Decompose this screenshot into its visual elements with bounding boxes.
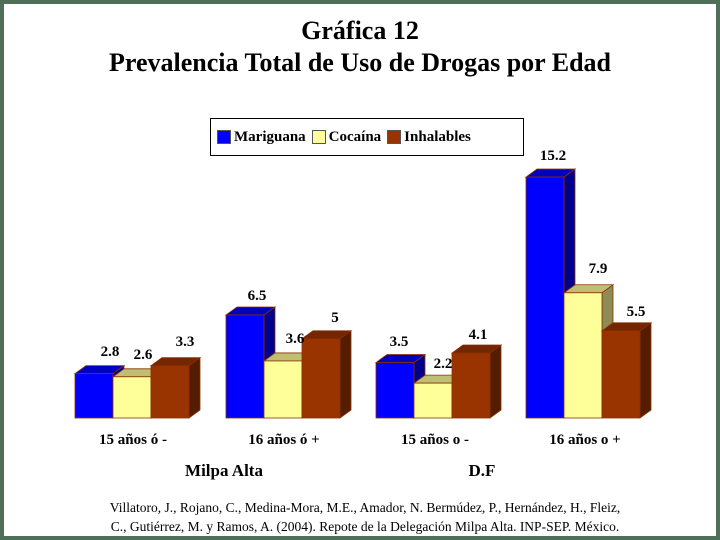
bar-inhalables-2-front: [451, 352, 491, 419]
bar-inhalables-3-front: [601, 330, 641, 419]
bar-inhalables-2-side: [489, 344, 502, 419]
value-label-mariguana-2: 3.5: [390, 334, 409, 350]
value-label-mariguana-0: 2.8: [101, 344, 120, 360]
source-citation-line2: C., Gutiérrez, M. y Ramos, A. (2004). Re…: [110, 519, 620, 534]
bar-inhalables-1: [300, 329, 353, 419]
chart-frame: Gráfica 12 Prevalencia Total de Uso de D…: [4, 4, 716, 536]
value-label-inhalables-3: 5.5: [627, 304, 646, 320]
value-label-cocaina-1: 3.6: [286, 331, 305, 347]
bar-mariguana-2-front: [375, 362, 415, 419]
value-label-mariguana-3: 15.2: [540, 148, 566, 164]
group-label-milpa-alta: Milpa Alta: [185, 461, 263, 480]
source-citation: Villatoro, J., Rojano, C., Medina-Mora, …: [40, 498, 690, 536]
value-label-mariguana-1: 6.5: [248, 288, 267, 304]
bar-cocaina-0-front: [112, 376, 152, 419]
category-label-1: 16 años ó +: [248, 432, 319, 448]
bar-cocaina-1-front: [263, 360, 303, 419]
bar-inhalables-3-side: [639, 322, 652, 419]
bar-inhalables-0-front: [150, 365, 190, 419]
category-label-2: 15 años o -: [401, 432, 469, 448]
group-label-d-f: D.F: [469, 461, 496, 480]
legend-item-inhalables: Inhalables: [387, 129, 471, 146]
category-label-3: 16 años o +: [549, 432, 620, 448]
legend-swatch-mariguana: [217, 130, 231, 144]
value-label-cocaina-3: 7.9: [589, 261, 608, 277]
legend-swatch-inhalables: [387, 130, 402, 144]
bar-inhalables-3: [600, 322, 653, 419]
bar-mariguana-2: [374, 353, 427, 419]
value-label-cocaina-2: 2.2: [434, 356, 453, 372]
legend-swatch-cocaina: [311, 130, 326, 144]
category-label-0: 15 años ó -: [99, 432, 167, 448]
legend: Mariguana Cocaína Inhalables: [210, 118, 524, 156]
value-label-inhalables-1: 5: [331, 310, 339, 326]
bar-cocaina-3-front: [563, 292, 603, 419]
legend-label-cocaina: Cocaína: [328, 128, 382, 145]
legend-label-inhalables: Inhalables: [404, 128, 471, 145]
bar-mariguana-1-front: [225, 314, 265, 419]
bar-inhalables-1-side: [339, 329, 352, 419]
legend-item-mariguana: Mariguana: [217, 129, 306, 146]
value-label-cocaina-0: 2.6: [134, 347, 153, 363]
bar-chart: 2.8 2.6 3.3 6.5 3.6 5 3.5 2.2 4.1 15.2 7.9 5.5 15 añ…: [73, 148, 653, 480]
bar-mariguana-3-front: [525, 176, 565, 419]
legend-item-cocaina: Cocaína: [311, 128, 382, 146]
bar-inhalables-0: [149, 356, 202, 419]
bar-cocaina-2-front: [413, 382, 453, 419]
bar-inhalables-1-front: [301, 338, 341, 419]
value-label-inhalables-0: 3.3: [176, 334, 195, 350]
chart-subtitle: Prevalencia Total de Uso de Drogas por E…: [109, 48, 611, 77]
legend-label-mariguana: Mariguana: [234, 128, 306, 145]
bar-mariguana-0-front: [74, 373, 114, 419]
chart-title: Gráfica 12: [301, 16, 419, 45]
source-citation-line1: Villatoro, J., Rojano, C., Medina-Mora, …: [109, 500, 621, 515]
bar-inhalables-2: [450, 344, 503, 419]
value-label-inhalables-2: 4.1: [469, 327, 488, 343]
bar-inhalables-0-side: [188, 356, 201, 419]
